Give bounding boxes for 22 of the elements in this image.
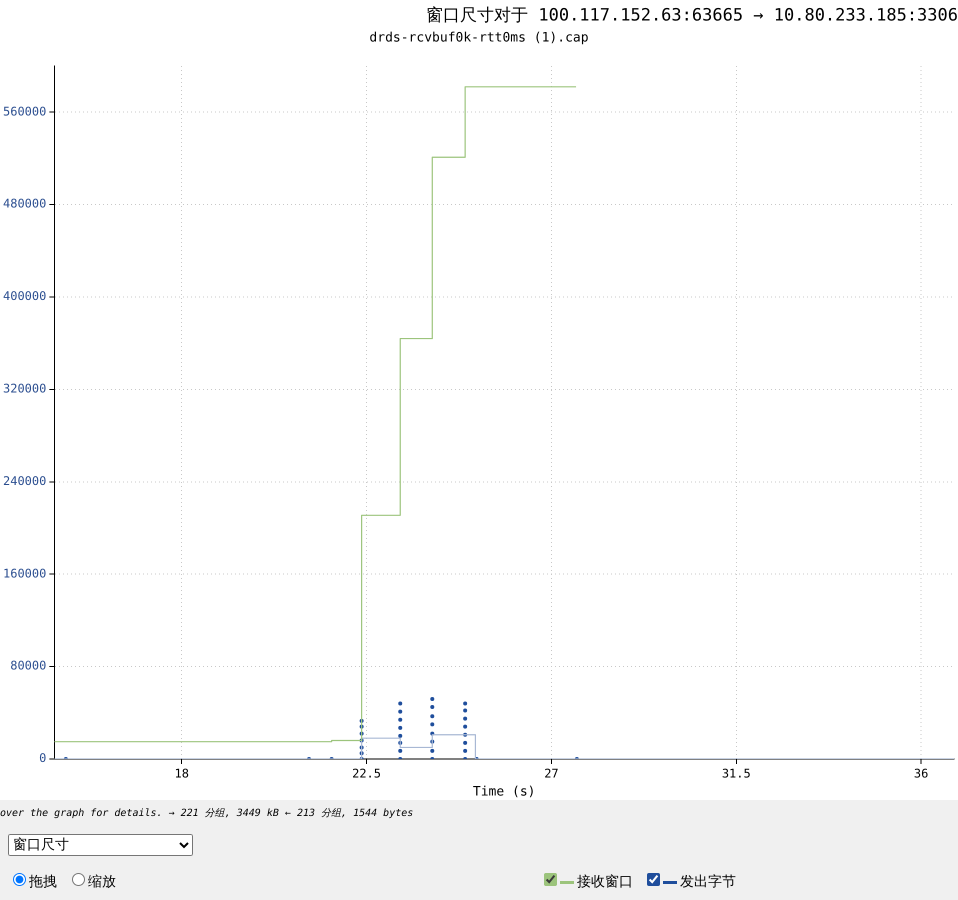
y-tick-label: 320000 (2, 382, 46, 396)
x-axis-title: Time (s) (472, 784, 536, 800)
x-tick-label: 31.5 (722, 766, 751, 780)
text: 拖拽 (28, 874, 57, 890)
x-tick-label: 18 (174, 766, 189, 780)
y-tick-label: 160000 (2, 566, 46, 580)
x-tick-label: 36 (914, 766, 928, 780)
y-tick-label: 400000 (2, 289, 46, 304)
y-tick-label: 80000 (10, 658, 46, 673)
legend-label: 接收窗口 (576, 874, 633, 890)
text: 缩放 (87, 874, 116, 890)
y-tick-label: 0 (39, 751, 46, 766)
chart-subtitle: drds-rcvbuf0k-rtt0ms (1).cap (369, 30, 589, 46)
text: 窗口尺寸 (8, 834, 193, 856)
legend-label: 发出字节 (679, 874, 736, 890)
y-tick-label: 480000 (2, 196, 46, 211)
y-tick-label: 560000 (2, 104, 46, 118)
y-tick-label: 240000 (2, 474, 46, 488)
x-tick-label: 27 (544, 766, 559, 780)
text: over the graph for details. → 221 分组, 3449 kB ← 213 分组, 1544 bytes (0, 807, 414, 820)
x-tick-label: 22.5 (352, 766, 382, 780)
chart-title: 窗口尺寸对于 100.117.152.63:63665 → 10.80.233.185:3306 (426, 6, 958, 26)
